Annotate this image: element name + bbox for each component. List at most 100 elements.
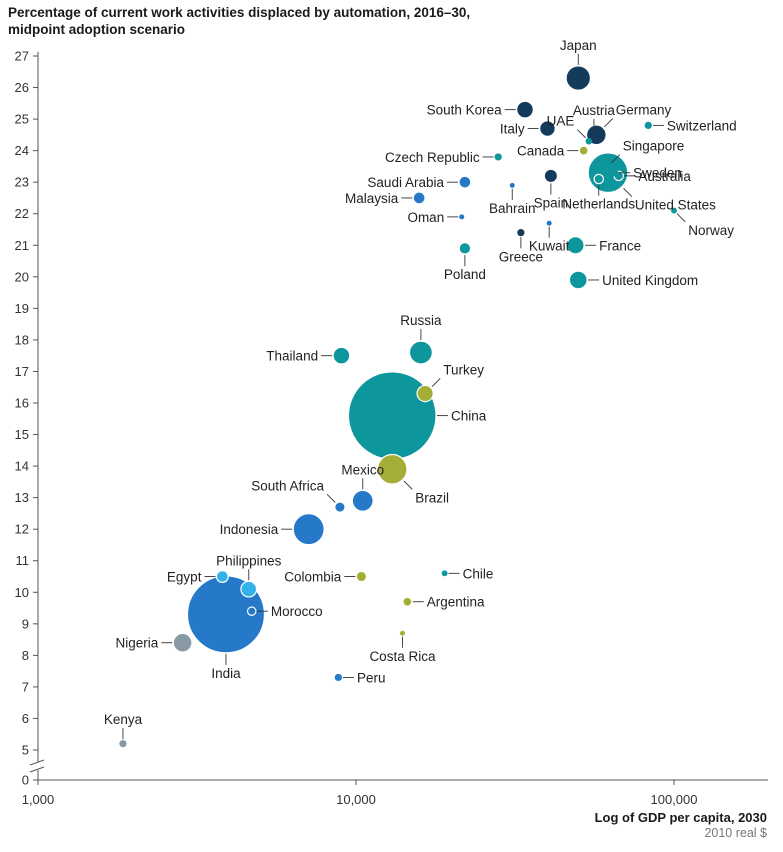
label-mexico: Mexico xyxy=(341,462,384,477)
label-philippines: Philippines xyxy=(216,553,282,568)
label-norway: Norway xyxy=(688,223,734,238)
bubble-colombia xyxy=(355,570,368,583)
bubble-norway xyxy=(671,207,677,214)
bubble-switzerland xyxy=(644,121,652,130)
x-tick-label: 1,000 xyxy=(22,792,55,807)
label-saudi-arabia: Saudi Arabia xyxy=(367,175,444,190)
y-tick-label: 22 xyxy=(15,206,29,221)
bubble-indonesia xyxy=(292,513,325,546)
bubbles xyxy=(119,65,677,748)
bubble-kuwait xyxy=(546,220,552,226)
bubble-oman xyxy=(459,214,465,220)
label-germany: Germany xyxy=(616,103,672,118)
bubble-thailand xyxy=(332,346,351,365)
label-thailand: Thailand xyxy=(266,349,318,364)
axis-break-mark xyxy=(29,766,45,773)
y-tick-label: 8 xyxy=(22,648,29,663)
label-nigeria: Nigeria xyxy=(116,636,159,651)
label-spain: Spain xyxy=(534,195,569,210)
bubble-netherlands xyxy=(593,173,605,185)
label-kenya: Kenya xyxy=(104,712,143,727)
leader-line xyxy=(604,118,614,128)
label-egypt: Egypt xyxy=(167,570,202,585)
bubble-chile xyxy=(441,570,448,577)
bubble-singapore xyxy=(604,162,612,171)
bubble-nigeria xyxy=(172,632,193,653)
y-tick-label: 25 xyxy=(15,112,29,127)
y-tick-label: 16 xyxy=(15,396,29,411)
bubble-costa-rica xyxy=(399,630,405,636)
label-south-korea: South Korea xyxy=(427,103,503,118)
label-france: France xyxy=(599,238,641,253)
label-sweden: Sweden xyxy=(633,166,682,181)
label-brazil: Brazil xyxy=(415,490,449,505)
label-czech-republic: Czech Republic xyxy=(385,150,480,165)
label-united-kingdom: United Kingdom xyxy=(602,273,698,288)
label-russia: Russia xyxy=(400,313,442,328)
label-turkey: Turkey xyxy=(443,362,484,377)
y-tick-label: 24 xyxy=(15,143,29,158)
label-india: India xyxy=(211,666,241,681)
bubble-south-africa xyxy=(334,501,346,513)
chart-title: Percentage of current work activities di… xyxy=(8,5,471,37)
label-uae: UAE xyxy=(547,114,575,129)
bubble-japan xyxy=(565,65,592,91)
y-tick-label: 14 xyxy=(15,459,29,474)
bubble-china xyxy=(347,371,437,460)
label-costa-rica: Costa Rica xyxy=(369,649,436,664)
bubble-bahrain xyxy=(509,182,515,188)
bubble-malaysia xyxy=(412,191,426,205)
label-greece: Greece xyxy=(499,249,543,264)
bubble-peru xyxy=(334,673,342,682)
leader-line xyxy=(326,493,336,503)
label-australia: Australia xyxy=(638,169,691,184)
label-canada: Canada xyxy=(517,144,565,159)
bubble-brazil xyxy=(376,453,408,485)
bubble-czech-republic xyxy=(494,153,502,161)
y-tick-label: 13 xyxy=(15,490,29,505)
label-argentina: Argentina xyxy=(427,595,485,610)
leader-line xyxy=(577,129,586,139)
y-tick-label: 10 xyxy=(15,585,29,600)
x-axis-label: Log of GDP per capita, 2030 xyxy=(594,810,767,825)
bubble-france xyxy=(566,236,585,255)
y-tick-label: 11 xyxy=(16,553,30,568)
label-chile: Chile xyxy=(463,566,494,581)
label-china: China xyxy=(451,409,487,424)
y-tick-label: 20 xyxy=(15,269,29,284)
y-tick-label: 19 xyxy=(15,301,29,316)
label-kuwait: Kuwait xyxy=(529,239,570,254)
leader-line xyxy=(403,480,413,490)
axis-break-mark xyxy=(29,759,45,766)
bubble-saudi-arabia xyxy=(458,175,472,189)
y-tick-label: 26 xyxy=(15,80,29,95)
label-switzerland: Switzerland xyxy=(667,118,737,133)
y-tick-label: 6 xyxy=(22,711,29,726)
label-morocco: Morocco xyxy=(271,604,323,619)
bubble-sweden xyxy=(610,169,619,177)
leader-line xyxy=(431,378,441,388)
x-tick-label: 10,000 xyxy=(336,792,376,807)
label-indonesia: Indonesia xyxy=(220,522,279,537)
label-united-states: United States xyxy=(635,198,716,213)
bubble-russia xyxy=(408,340,433,365)
label-oman: Oman xyxy=(407,210,444,225)
bubble-mexico xyxy=(351,489,374,512)
y-tick-label: 0 xyxy=(22,773,29,788)
x-axis-sublabel: 2010 real $ xyxy=(704,826,767,840)
bubble-poland xyxy=(458,242,472,255)
y-tick-label: 5 xyxy=(22,743,29,758)
y-tick-label: 12 xyxy=(15,522,29,537)
label-japan: Japan xyxy=(560,38,597,53)
bubble-south-korea xyxy=(516,100,534,119)
bubble-austria xyxy=(590,130,598,139)
bubble-philippines xyxy=(240,580,258,598)
label-south-africa: South Africa xyxy=(251,478,324,493)
bubble-kenya xyxy=(119,740,127,748)
label-netherlands: Netherlands xyxy=(562,197,635,212)
leader-line xyxy=(623,187,633,197)
label-italy: Italy xyxy=(500,122,525,137)
label-bahrain: Bahrain xyxy=(489,201,536,216)
